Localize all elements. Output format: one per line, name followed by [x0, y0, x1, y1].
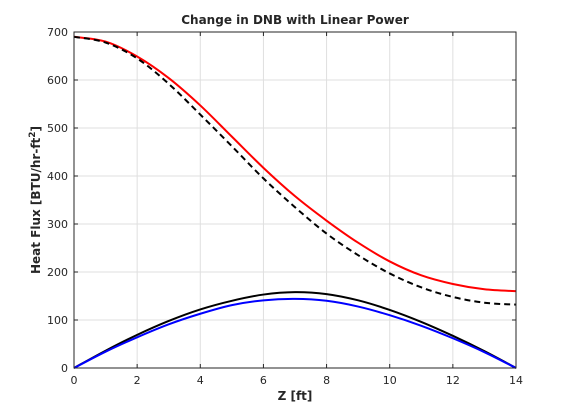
series-line-2 [73, 35, 517, 306]
x-tick-label: 6 [260, 374, 267, 387]
x-axis-title: Z [ft] [278, 389, 313, 403]
y-axis-title: Heat Flux [BTU/hr-ft2] [28, 126, 43, 274]
y-tick-label: 400 [47, 170, 68, 183]
x-tick-label: 8 [323, 374, 330, 387]
y-tick-label: 0 [61, 362, 68, 375]
x-tick-label: 14 [509, 374, 523, 387]
y-tick-label: 200 [47, 266, 68, 279]
x-tick-label: 2 [134, 374, 141, 387]
x-tick-label: 0 [71, 374, 78, 387]
y-axis-title-superscript: 2 [28, 131, 38, 137]
x-tick-label: 12 [446, 374, 460, 387]
y-tick-label: 100 [47, 314, 68, 327]
series-line-4 [73, 297, 517, 369]
x-tick-label: 4 [197, 374, 204, 387]
y-axis-title-suffix: ] [29, 126, 43, 131]
y-tick-label: 300 [47, 218, 68, 231]
y-tick-label: 700 [47, 26, 68, 39]
series-layer [73, 35, 517, 369]
x-tick-label: 10 [383, 374, 397, 387]
y-tick-label: 600 [47, 74, 68, 87]
series-line-3 [73, 291, 517, 369]
chart-title: Change in DNB with Linear Power [181, 13, 409, 27]
y-axis-title-main: Heat Flux [BTU/hr-ft [29, 137, 43, 274]
axis-ticks: 0 2 4 6 8 10 12 14 0 100 200 300 400 500 600 700 [47, 26, 523, 387]
y-tick-label: 500 [47, 122, 68, 135]
series-line-1 [73, 35, 517, 293]
plot-frame [73, 31, 517, 369]
